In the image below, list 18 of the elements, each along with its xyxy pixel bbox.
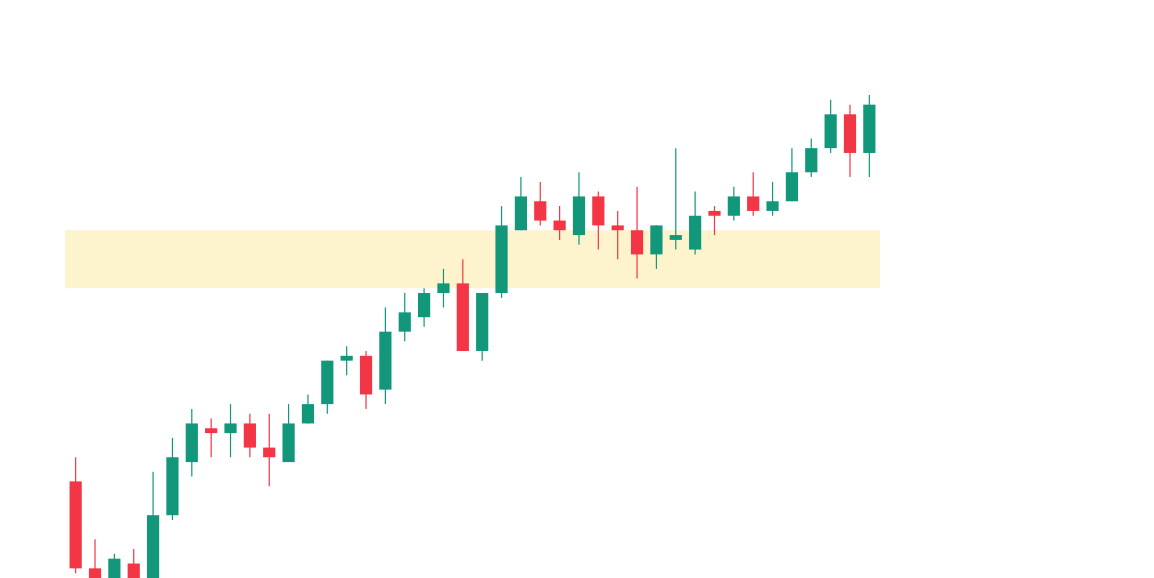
candlestick: [611, 210, 624, 260]
candlestick: [553, 205, 566, 241]
candlestick: [88, 538, 102, 578]
candlestick: [340, 345, 353, 376]
candlestick: [437, 268, 450, 309]
candlestick: [534, 181, 547, 227]
candlestick: [263, 413, 276, 487]
candlestick: [398, 292, 411, 342]
candlestick: [669, 147, 682, 251]
candlestick: [766, 181, 779, 217]
candlestick: [708, 205, 721, 236]
candlestick: [127, 548, 140, 578]
candlestick: [747, 171, 760, 217]
candlestick: [301, 393, 315, 425]
candlestick: [224, 403, 237, 458]
candlestick: [205, 418, 218, 458]
candlestick: [727, 186, 740, 222]
candlestick: [108, 553, 121, 578]
